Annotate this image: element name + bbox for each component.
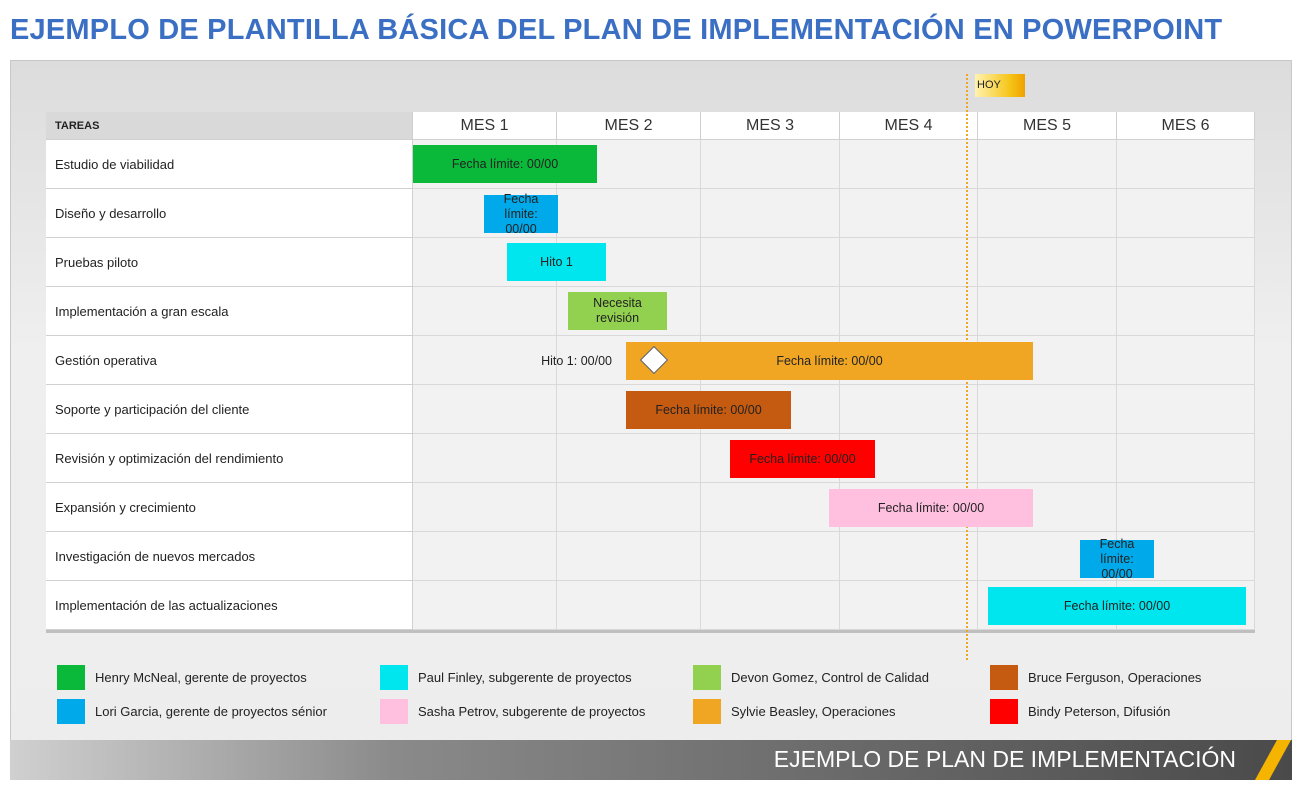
grid-cell [1117,483,1255,532]
legend-swatch [380,699,408,724]
grid-cell [978,238,1117,287]
grid-cell [557,434,701,483]
month-header: MES 1 [413,112,557,140]
grid-cell [701,483,840,532]
grid-cell [413,483,557,532]
task-name: Gestión operativa [46,336,413,385]
footer-accent [1255,740,1291,780]
task-bar: Fecha límite: 00/00 [829,489,1033,527]
task-bar: Fecha límite: 00/00 [1080,537,1154,581]
grid-cell [840,189,978,238]
grid-cell [840,140,978,189]
grid-cell [413,532,557,581]
legend-label: Lori Garcia, gerente de proyectos sénior [95,704,327,719]
grid-cell [413,434,557,483]
grid-cell [978,385,1117,434]
month-header: MES 5 [978,112,1117,140]
task-bar: Necesita revisión [568,292,667,330]
grid-cell [413,336,557,385]
task-name: Diseño y desarrollo [46,189,413,238]
month-header: MES 3 [701,112,840,140]
task-bar: Fecha límite: 00/00 [413,145,597,183]
legend-swatch [57,665,85,690]
task-bar: Fecha límite: 00/00 [484,192,558,236]
legend-label: Sasha Petrov, subgerente de proyectos [418,704,646,719]
legend-label: Paul Finley, subgerente de proyectos [418,670,632,685]
task-bar: Fecha límite: 00/00 [988,587,1246,625]
legend-label: Devon Gomez, Control de Calidad [731,670,929,685]
accent-slash [1255,740,1291,780]
legend-swatch [990,665,1018,690]
grid-cell [413,385,557,434]
grid-cell [1117,385,1255,434]
task-name: Estudio de viabilidad [46,140,413,189]
grid-cell [557,483,701,532]
footer-bar [10,740,1292,780]
grid-cell [701,140,840,189]
grid-cell [978,287,1117,336]
grid-cell [978,434,1117,483]
grid-cell [1117,287,1255,336]
task-bar: Fecha límite: 00/00 [626,342,1033,380]
grid-cell [413,287,557,336]
grid-cell [978,189,1117,238]
grid-cell [701,287,840,336]
grid-cell [1117,140,1255,189]
grid-cell [1117,238,1255,287]
legend-swatch [990,699,1018,724]
grid-cell [701,238,840,287]
task-name: Implementación a gran escala [46,287,413,336]
grid-cell [557,581,701,630]
grid-cell [840,238,978,287]
legend-swatch [693,699,721,724]
task-name: Soporte y participación del cliente [46,385,413,434]
today-label: HOY [975,74,1025,97]
grid-cell [701,189,840,238]
legend-label: Henry McNeal, gerente de proyectos [95,670,307,685]
grid-cell [701,581,840,630]
grid-cell [1117,189,1255,238]
grid-cell [840,532,978,581]
legend-swatch [380,665,408,690]
grid-cell [1117,336,1255,385]
milestone-label: Hito 1: 00/00 [541,353,612,368]
grid-cell [557,532,701,581]
page-title: EJEMPLO DE PLANTILLA BÁSICA DEL PLAN DE … [10,14,1223,46]
table-bottom [46,630,1255,633]
grid-cell [413,581,557,630]
task-bar: Fecha límite: 00/00 [626,391,791,429]
task-name: Implementación de las actualizaciones [46,581,413,630]
grid-cell [1117,434,1255,483]
task-bar: Hito 1 [507,243,606,281]
month-header: MES 2 [557,112,701,140]
legend-label: Bruce Ferguson, Operaciones [1028,670,1202,685]
grid-cell [840,287,978,336]
month-header: MES 6 [1117,112,1255,140]
task-name: Investigación de nuevos mercados [46,532,413,581]
month-header: MES 4 [840,112,978,140]
legend-label: Bindy Peterson, Difusión [1028,704,1171,719]
header-task: TAREAS [46,112,413,140]
grid-cell [557,189,701,238]
legend-swatch [57,699,85,724]
task-bar: Fecha límite: 00/00 [730,440,875,478]
legend-label: Sylvie Beasley, Operaciones [731,704,896,719]
task-name: Expansión y crecimiento [46,483,413,532]
footer-title: EJEMPLO DE PLAN DE IMPLEMENTACIÓN [773,746,1236,772]
grid-cell [840,581,978,630]
task-name: Pruebas piloto [46,238,413,287]
grid-cell [840,385,978,434]
grid-cell [978,140,1117,189]
grid-cell [701,532,840,581]
task-name: Revisión y optimización del rendimiento [46,434,413,483]
legend-swatch [693,665,721,690]
